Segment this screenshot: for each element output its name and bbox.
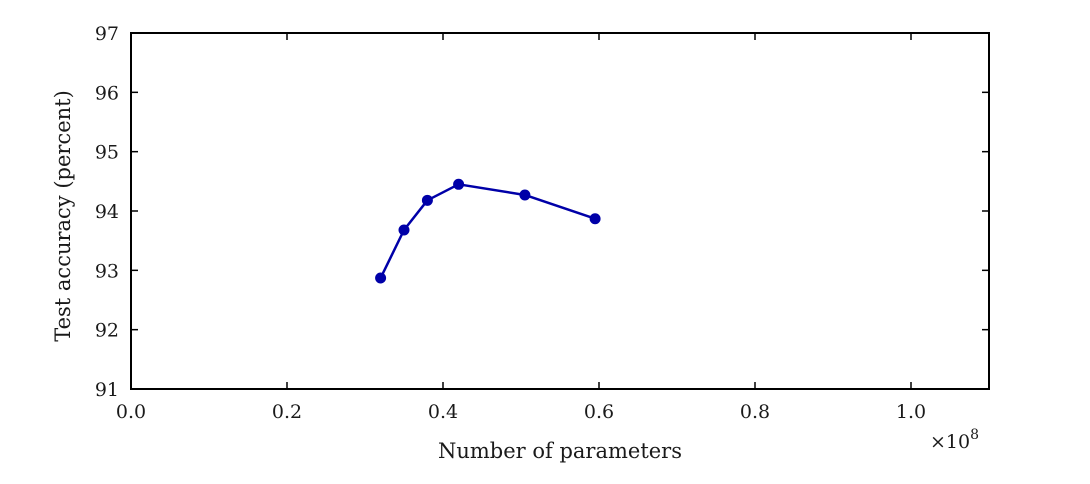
x-tick-label: 0.0 [116, 401, 146, 423]
x-scale-multiplier: ×108 [930, 427, 979, 453]
x-scale-multiplier-base: ×10 [930, 431, 970, 453]
x-tick-label: 0.8 [740, 401, 770, 423]
axis-ticks [130, 32, 989, 390]
data-point [589, 213, 601, 225]
data-point [453, 178, 465, 190]
y-axis-label: Test accuracy (percent) [51, 90, 75, 342]
x-tick-label: 1.0 [896, 401, 926, 423]
x-scale-multiplier-exponent: 8 [970, 427, 979, 443]
y-tick-label: 96 [95, 82, 119, 104]
data-point [375, 272, 387, 284]
plot-frame [130, 32, 990, 390]
y-tick-label: 92 [95, 320, 119, 342]
x-tick-label: 0.4 [428, 401, 458, 423]
y-tick-label: 94 [95, 201, 119, 223]
data-point [421, 194, 433, 206]
series-layer [375, 178, 601, 284]
tick-labels: 0.0 0.2 0.4 0.6 0.8 1.0 91 92 93 94 95 96 97 [95, 23, 926, 423]
series-line [379, 183, 596, 279]
x-tick-label: 0.6 [584, 401, 614, 423]
data-point [519, 189, 531, 201]
y-tick-label: 97 [95, 23, 119, 45]
x-tick-label: 0.2 [272, 401, 302, 423]
x-axis-label: Number of parameters [438, 439, 682, 463]
y-tick-label: 95 [95, 142, 119, 164]
data-point [398, 224, 410, 236]
y-tick-label: 91 [95, 379, 119, 401]
y-tick-label: 93 [95, 260, 119, 282]
